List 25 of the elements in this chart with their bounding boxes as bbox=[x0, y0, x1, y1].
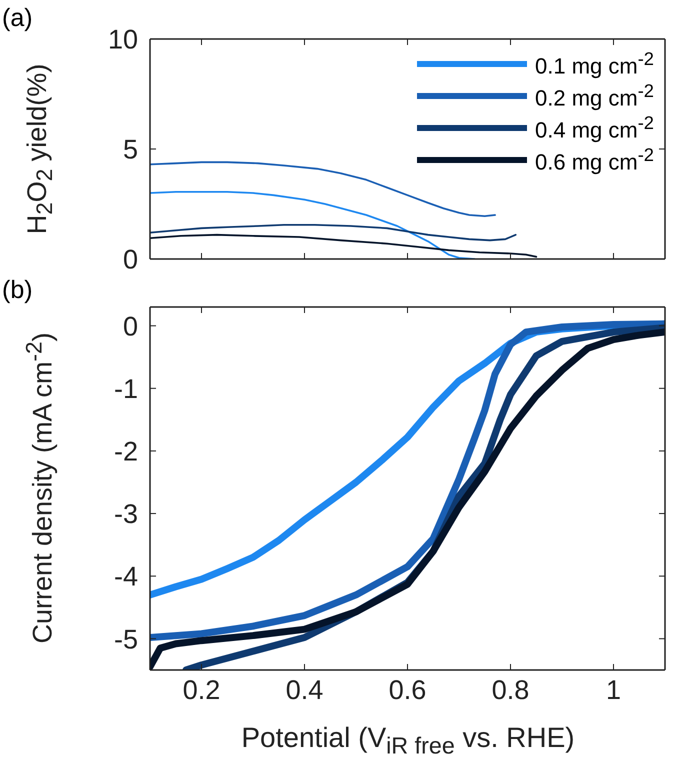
y-tick-label: -5 bbox=[114, 624, 138, 654]
y-tick-label: -4 bbox=[114, 562, 138, 592]
legend-label: 0.4 mg cm$^{-2}$ bbox=[535, 112, 654, 144]
x-tick-label: 1 bbox=[606, 675, 622, 706]
y-tick-label: -3 bbox=[114, 499, 138, 530]
legend-label: 0.6 mg cm$^{-2}$ bbox=[535, 144, 654, 176]
x-axis-title: Potential (V$_{iR free}$ vs. RHE) bbox=[241, 722, 575, 759]
y-tick-label: 0 bbox=[122, 244, 138, 275]
x-tick-label: 0.4 bbox=[286, 675, 324, 706]
legend-label: 0.2 mg cm$^{-2}$ bbox=[535, 80, 654, 112]
line-series bbox=[150, 161, 496, 217]
text: (a) bbox=[2, 4, 33, 33]
legend-label: 0.1 mg cm$^{-2}$ bbox=[535, 48, 654, 80]
x-tick-label: 0.6 bbox=[388, 675, 426, 706]
y-tick-label: 5 bbox=[122, 134, 138, 165]
x-tick-label: 0.8 bbox=[492, 675, 530, 706]
text: (b) bbox=[2, 276, 33, 305]
y-tick-label: -2 bbox=[114, 436, 138, 467]
line-series bbox=[150, 224, 517, 242]
y-tick-label: 0 bbox=[122, 311, 138, 342]
y-tick-label: -1 bbox=[114, 374, 138, 404]
y-tick-label: 10 bbox=[108, 24, 138, 55]
x-tick-label: 0.2 bbox=[182, 675, 220, 706]
line-series bbox=[150, 191, 476, 259]
line-series bbox=[150, 234, 538, 258]
